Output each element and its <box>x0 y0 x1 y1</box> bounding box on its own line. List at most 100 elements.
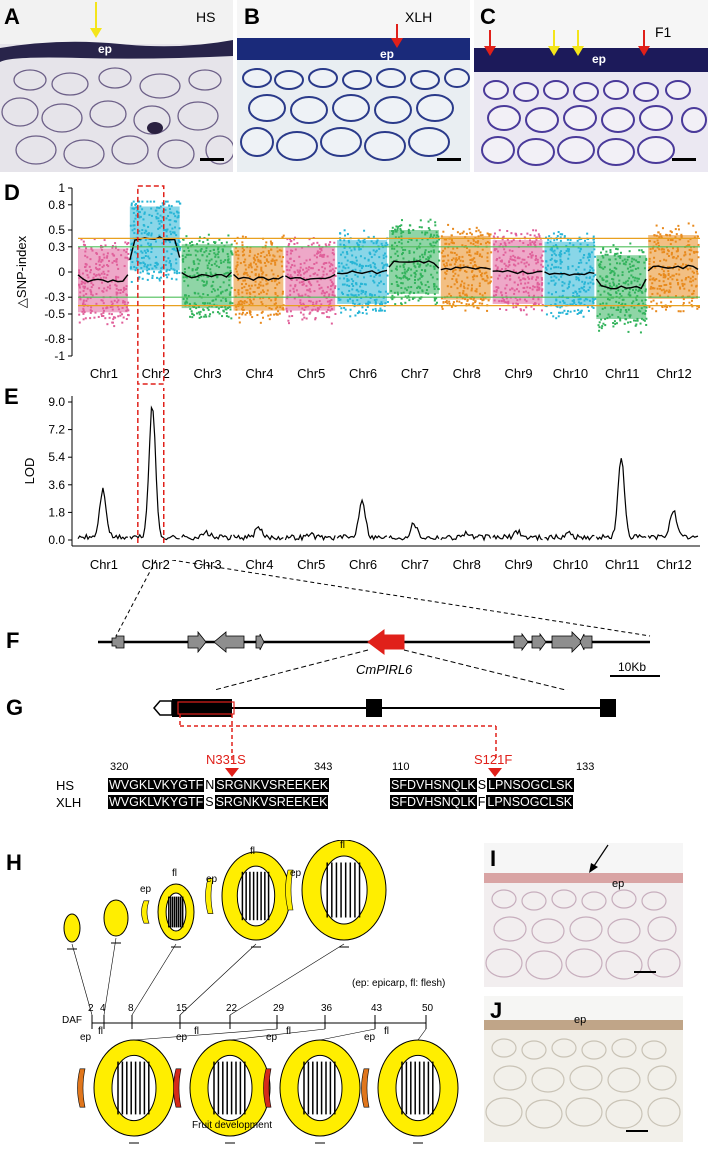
ep-label: ep <box>176 1032 188 1043</box>
daf-tick-label: 36 <box>321 1003 333 1014</box>
mean-line-chr4 <box>233 273 284 281</box>
x-tick-label-chr11: Chr11 <box>605 366 639 381</box>
connector-line <box>133 1028 278 1041</box>
micrograph-c-image <box>474 0 708 172</box>
y-tick-label: 9.0 <box>48 395 65 409</box>
fl-label: fl <box>340 840 345 851</box>
aa-end-right: 133 <box>576 761 595 773</box>
ep-label-j: ep <box>574 1014 587 1026</box>
ep-label: ep <box>364 1032 376 1043</box>
fruit-illustration <box>263 1039 361 1144</box>
x-tick-label-chr10: Chr10 <box>553 557 588 572</box>
x-tick-label-chr2: Chr2 <box>142 557 170 572</box>
y-tick-label: 0.3 <box>48 240 65 254</box>
lod-line-chr2 <box>129 405 180 541</box>
lod-line-chr9 <box>492 528 543 542</box>
x-tick-label-chr7: Chr7 <box>401 557 429 572</box>
x-tick-label-chr1: Chr1 <box>90 557 118 572</box>
micrograph-a <box>0 0 233 172</box>
y-tick-label: 0.0 <box>48 533 65 547</box>
chr2-highlight-box <box>137 185 165 385</box>
y-tick-label: 0 <box>58 265 65 279</box>
lod-line-chr3 <box>181 529 233 541</box>
connector-line <box>103 937 117 1016</box>
ep-label: ep <box>80 1032 92 1043</box>
fl-label: fl <box>286 1026 291 1037</box>
micrograph-b <box>237 0 470 172</box>
ep-label: ep <box>140 884 152 895</box>
scale-label-10kb: 10Kb <box>618 660 647 674</box>
seq-xlh-right: SFDVHSNQLK F LPNSOGCLSK <box>390 795 574 809</box>
panel-letter-c: C <box>480 4 496 29</box>
connector-line <box>71 943 93 1016</box>
lod-line-chr1 <box>77 487 128 541</box>
row-label-xlh: XLH <box>56 795 82 810</box>
lod-chart: 9.0 7.2 5.4 3.6 1.8 0.0 LOD Chr1 Chr2 Chr3 Chr4 Chr… <box>22 388 700 572</box>
seq-hs-left: WVGKLVKYGTF N SRGNKVSREEKEK <box>108 778 330 792</box>
mean-line-chr1 <box>77 274 129 283</box>
connector-line <box>229 1028 326 1041</box>
lod-line-chr11 <box>595 458 647 541</box>
x-tick-label-chr2: Chr2 <box>142 366 170 381</box>
fruit-illustration <box>141 883 195 948</box>
aa-start-right: 110 <box>392 761 410 773</box>
aa-end-left: 343 <box>314 761 333 773</box>
daf-tick-label: 2 <box>88 1003 94 1014</box>
y-tick-label: 3.6 <box>48 478 65 492</box>
fruit-development-diagram <box>63 840 459 1144</box>
daf-label: DAF <box>62 1015 82 1026</box>
panel-letter-j: J <box>490 998 503 1023</box>
x-tick-label-chr5: Chr5 <box>297 557 325 572</box>
connector-line <box>319 1028 376 1041</box>
y-tick-label: -0.3 <box>44 290 65 304</box>
gene-name-cmpirl6: CmPIRL6 <box>356 662 413 677</box>
connector-line <box>179 943 257 1016</box>
x-tick-label-chr9: Chr9 <box>504 366 532 381</box>
connector-line <box>229 943 345 1016</box>
daf-tick-label: 8 <box>128 1003 134 1014</box>
fruit-illustration <box>103 899 129 944</box>
snp-points-chr1 <box>78 238 130 328</box>
micrograph-b-image <box>237 0 470 172</box>
panel-letter-g: G <box>6 695 24 720</box>
fruit-development-caption: Fruit development <box>192 1120 273 1131</box>
y-tick-label: 7.2 <box>48 423 65 437</box>
lod-line-chr7 <box>388 522 440 541</box>
snp-points-chr10 <box>544 230 597 320</box>
micrograph-a-image <box>0 0 233 172</box>
panel-letter-a: A <box>4 4 20 29</box>
panel-letter-d: D <box>4 180 20 205</box>
fruit-illustration <box>205 851 291 948</box>
mutation-s121f: S121F <box>474 752 513 767</box>
lod-line-chr5 <box>284 531 336 542</box>
fl-label: fl <box>250 846 255 857</box>
fruit-illustration <box>77 1039 175 1144</box>
x-tick-label-chr10: Chr10 <box>553 366 588 381</box>
lod-line-chr4 <box>232 525 284 542</box>
ep-label: ep <box>266 1032 278 1043</box>
row-label-hs: HS <box>56 778 75 793</box>
y-tick-label: 0.5 <box>48 223 65 237</box>
fl-label: fl <box>194 1026 199 1037</box>
x-tick-label-chr12: Chr12 <box>656 366 691 381</box>
x-tick-label-chr4: Chr4 <box>245 366 273 381</box>
fl-label: fl <box>384 1026 389 1037</box>
seq-xlh-left: WVGKLVKYGTF S SRGNKVSREEKEK <box>108 795 329 809</box>
mean-line-chr11 <box>595 278 647 290</box>
fruit-illustration <box>285 840 387 948</box>
fruit-illustration <box>361 1039 459 1144</box>
mutation-n331s: N331S <box>206 752 246 767</box>
daf-tick-label: 50 <box>422 1003 434 1014</box>
mean-line-chr12 <box>647 264 699 272</box>
panel-letter-i: I <box>490 846 497 871</box>
y-axis-label: LOD <box>22 458 37 485</box>
mutation-marker-left <box>225 768 239 777</box>
mean-line-chr3 <box>181 271 232 279</box>
lod-line-chr12 <box>647 509 699 541</box>
sample-label-f1: F1 <box>655 24 672 40</box>
lod-line-chr6 <box>336 498 388 541</box>
lod-line-chr10 <box>544 530 595 542</box>
y-tick-label: -0.8 <box>44 332 65 346</box>
seq-hs-right: SFDVHSNQLK S LPNSOGCLSK <box>390 778 574 792</box>
mutation-marker-right <box>488 768 502 777</box>
